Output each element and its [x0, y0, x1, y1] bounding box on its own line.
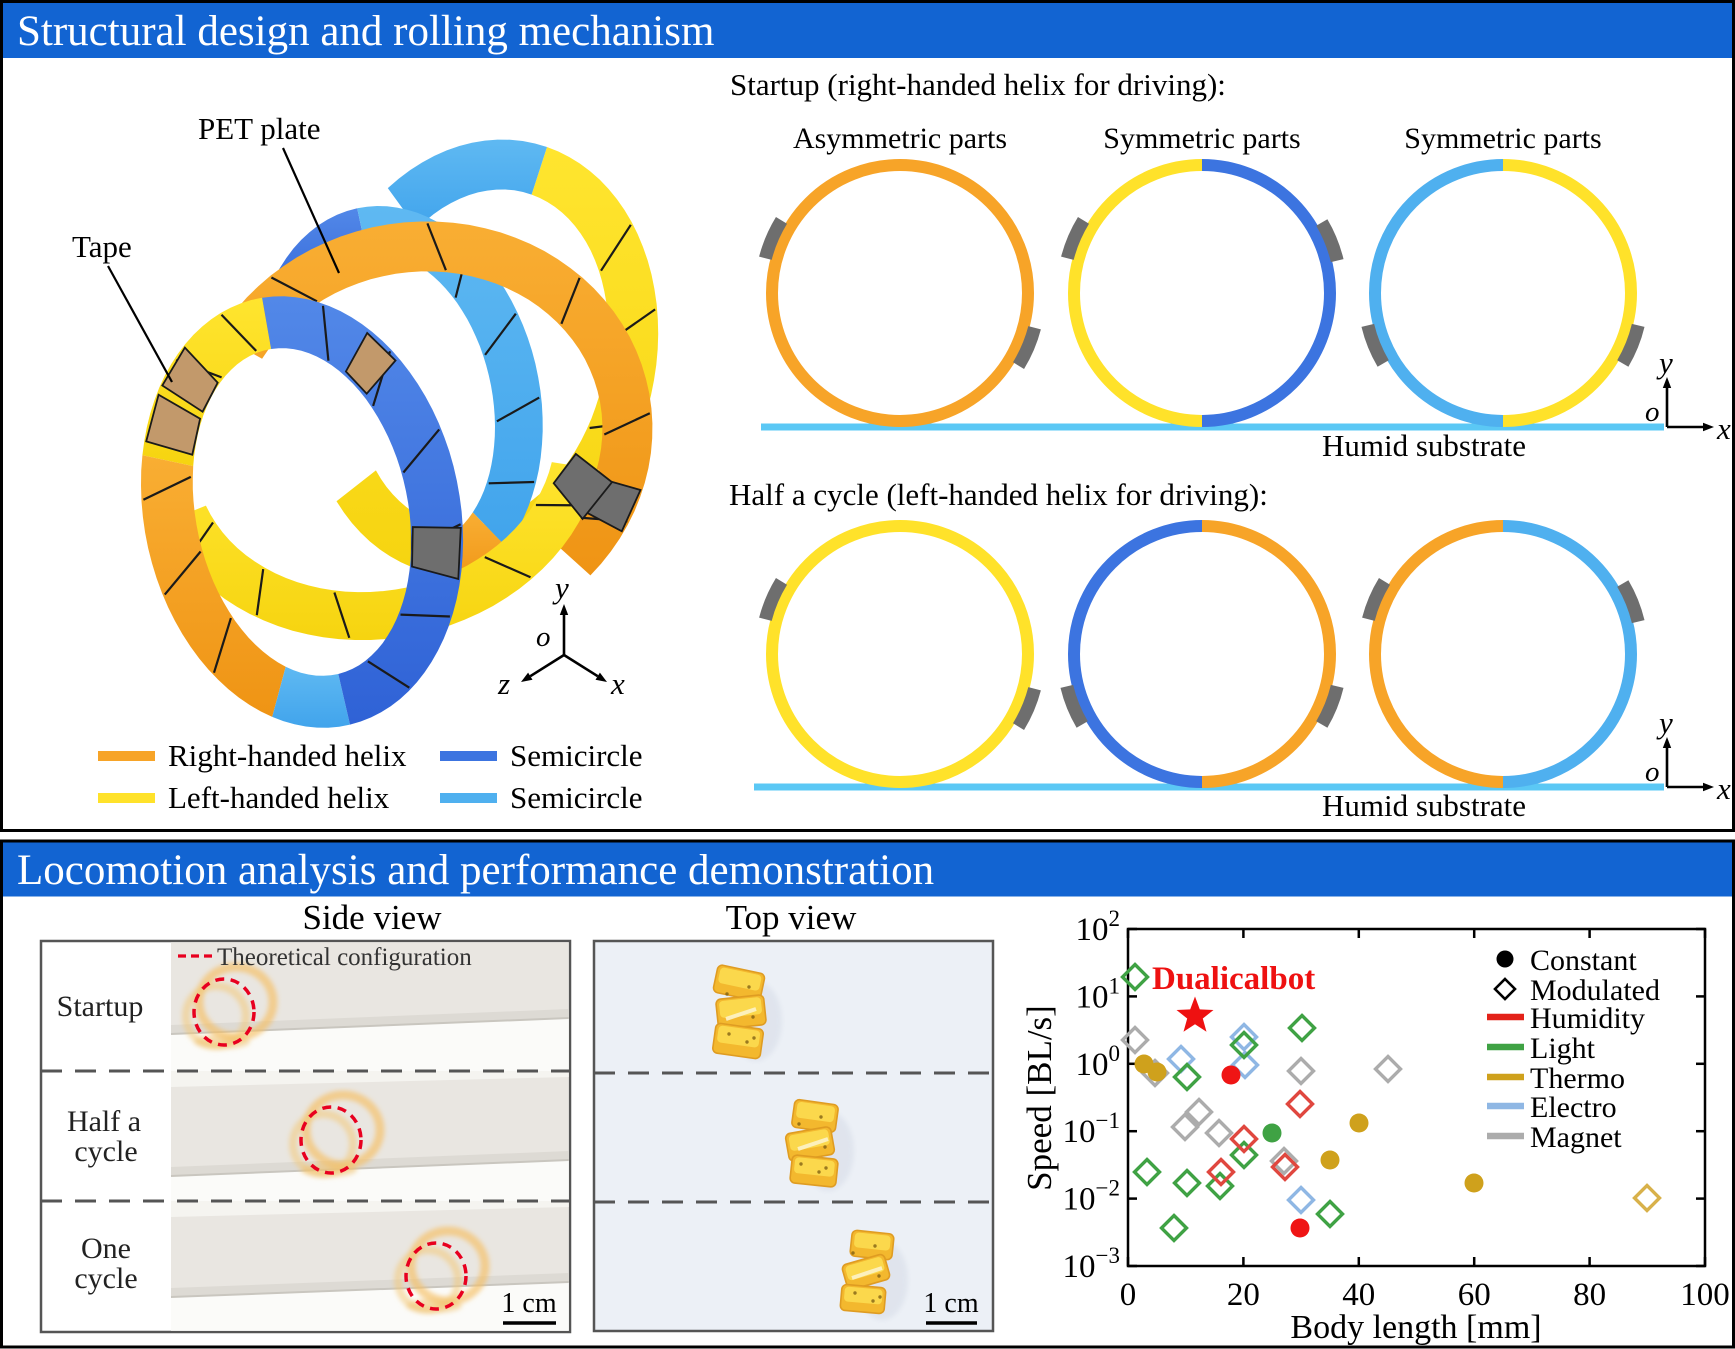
svg-text:Side view: Side view [302, 898, 442, 937]
svg-text:Thermo: Thermo [1530, 1062, 1625, 1095]
svg-text:Structural design and rolling: Structural design and rolling mechanism [17, 8, 714, 55]
svg-text:Half a: Half a [67, 1105, 141, 1138]
svg-text:100: 100 [1680, 1277, 1730, 1313]
svg-text:Semicircle: Semicircle [510, 780, 643, 815]
svg-text:Humid substrate: Humid substrate [1322, 788, 1526, 823]
svg-text:o: o [1645, 396, 1660, 428]
svg-text:Left-handed helix: Left-handed helix [168, 780, 390, 815]
svg-text:x: x [1716, 411, 1731, 446]
svg-text:Tape: Tape [72, 229, 132, 264]
svg-text:Theoretical configuration: Theoretical configuration [217, 944, 472, 971]
svg-text:cycle: cycle [74, 1262, 137, 1295]
svg-text:Modulated: Modulated [1530, 974, 1660, 1007]
svg-text:Half a cycle (left-handed heli: Half a cycle (left-handed helix for driv… [729, 477, 1268, 512]
svg-text:Top view: Top view [726, 898, 857, 937]
svg-text:Asymmetric parts: Asymmetric parts [793, 122, 1007, 155]
svg-text:Semicircle: Semicircle [510, 738, 643, 773]
svg-text:60: 60 [1458, 1277, 1491, 1313]
svg-text:80: 80 [1573, 1277, 1606, 1313]
svg-text:cycle: cycle [74, 1135, 137, 1168]
svg-text:Symmetric parts: Symmetric parts [1103, 122, 1300, 155]
svg-text:Symmetric parts: Symmetric parts [1404, 122, 1601, 155]
svg-text:x: x [610, 666, 625, 701]
svg-text:o: o [536, 621, 551, 653]
svg-text:y: y [1656, 705, 1673, 740]
svg-text:x: x [1716, 771, 1731, 806]
svg-text:o: o [1645, 756, 1660, 788]
svg-text:1 cm: 1 cm [923, 1288, 978, 1319]
svg-text:Startup (right-handed helix fo: Startup (right-handed helix for driving)… [730, 67, 1226, 102]
svg-text:Right-handed helix: Right-handed helix [168, 738, 407, 773]
svg-text:One: One [81, 1232, 131, 1265]
svg-text:40: 40 [1342, 1277, 1375, 1313]
svg-text:Speed [BL/s]: Speed [BL/s] [1020, 1005, 1059, 1191]
svg-text:y: y [552, 570, 569, 605]
svg-text:20: 20 [1227, 1277, 1260, 1313]
svg-text:PET plate: PET plate [198, 111, 321, 146]
svg-text:Startup: Startup [57, 990, 144, 1023]
svg-text:1 cm: 1 cm [501, 1288, 556, 1319]
svg-text:z: z [497, 666, 510, 701]
svg-text:y: y [1656, 345, 1673, 380]
svg-text:Constant: Constant [1530, 944, 1637, 977]
svg-text:0: 0 [1120, 1277, 1137, 1313]
svg-text:Body length [mm]: Body length [mm] [1290, 1309, 1541, 1346]
svg-text:Humidity: Humidity [1530, 1002, 1645, 1035]
svg-text:Humid substrate: Humid substrate [1322, 428, 1526, 463]
svg-text:Locomotion analysis and perfor: Locomotion analysis and performance demo… [17, 847, 934, 894]
svg-text:Dualicalbot: Dualicalbot [1152, 961, 1315, 997]
svg-text:Magnet: Magnet [1530, 1121, 1622, 1154]
svg-text:Electro: Electro [1530, 1091, 1617, 1124]
svg-text:Light: Light [1530, 1032, 1596, 1065]
